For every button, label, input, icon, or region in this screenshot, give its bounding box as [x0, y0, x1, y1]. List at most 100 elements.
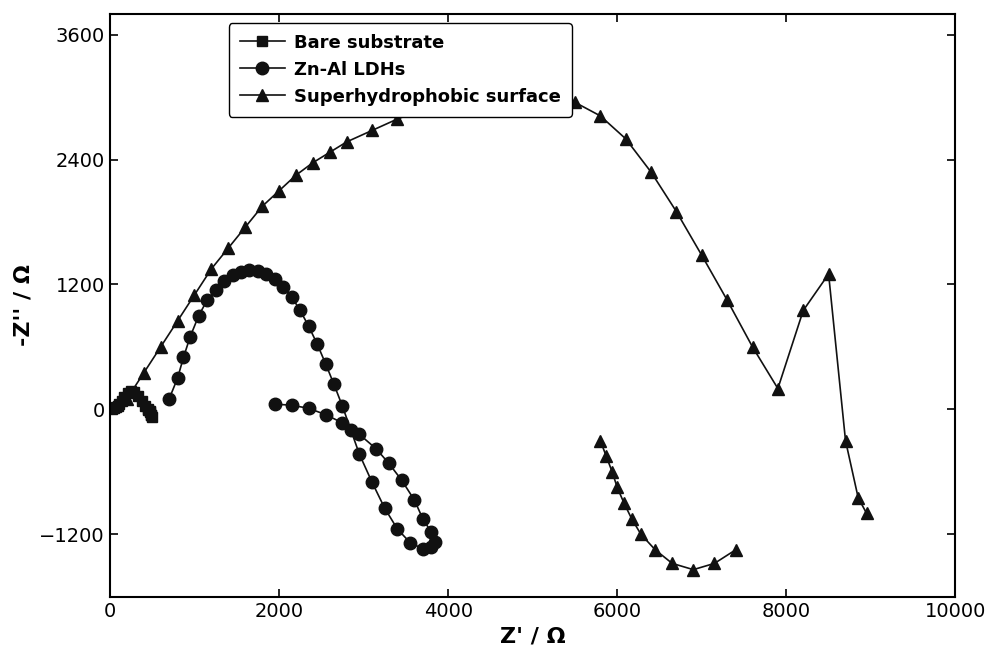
Superhydrophobic surface — [417, 106, 429, 114]
Zn-Al LDHs — [193, 312, 205, 319]
Zn-Al LDHs — [425, 543, 437, 550]
Zn-Al LDHs — [345, 426, 357, 434]
Bare substrate — [142, 406, 154, 414]
Superhydrophobic surface — [121, 395, 133, 403]
Zn-Al LDHs — [277, 282, 289, 290]
Zn-Al LDHs — [252, 267, 264, 275]
Zn-Al LDHs — [320, 360, 332, 368]
Zn-Al LDHs — [353, 450, 365, 458]
Superhydrophobic surface — [721, 296, 733, 304]
Bare substrate — [144, 407, 156, 415]
Bare substrate — [122, 389, 134, 397]
Zn-Al LDHs — [177, 353, 189, 361]
Superhydrophobic surface — [840, 437, 852, 445]
Bare substrate — [145, 411, 157, 418]
Zn-Al LDHs — [243, 266, 255, 274]
Superhydrophobic surface — [366, 127, 378, 135]
Superhydrophobic surface — [696, 251, 708, 259]
Superhydrophobic surface — [620, 135, 632, 143]
Superhydrophobic surface — [442, 96, 454, 104]
Superhydrophobic surface — [467, 91, 479, 99]
Line: Superhydrophobic surface: Superhydrophobic surface — [121, 86, 873, 519]
Zn-Al LDHs — [429, 538, 441, 546]
Y-axis label: -Z'' / Ω: -Z'' / Ω — [14, 265, 34, 346]
Superhydrophobic surface — [256, 203, 268, 211]
Superhydrophobic surface — [341, 138, 353, 146]
Zn-Al LDHs — [294, 306, 306, 314]
Zn-Al LDHs — [235, 268, 247, 276]
Zn-Al LDHs — [311, 340, 323, 348]
Superhydrophobic surface — [645, 168, 657, 176]
Zn-Al LDHs — [417, 515, 429, 523]
Zn-Al LDHs — [227, 271, 239, 279]
Zn-Al LDHs — [353, 430, 365, 438]
Zn-Al LDHs — [417, 545, 429, 553]
Bare substrate — [112, 402, 124, 410]
Superhydrophobic surface — [594, 112, 606, 120]
Bare substrate — [113, 400, 125, 408]
Superhydrophobic surface — [324, 148, 336, 156]
Zn-Al LDHs — [366, 478, 378, 486]
Superhydrophobic surface — [747, 343, 759, 351]
Bare substrate — [116, 397, 128, 405]
Superhydrophobic surface — [670, 208, 682, 216]
Superhydrophobic surface — [518, 88, 530, 96]
Zn-Al LDHs — [210, 286, 222, 294]
Zn-Al LDHs — [328, 380, 340, 388]
Zn-Al LDHs — [336, 419, 348, 427]
Zn-Al LDHs — [370, 445, 382, 453]
Superhydrophobic surface — [797, 306, 809, 314]
Superhydrophobic surface — [391, 115, 403, 123]
Superhydrophobic surface — [493, 88, 505, 96]
Superhydrophobic surface — [544, 91, 556, 99]
Bare substrate — [118, 393, 130, 401]
Bare substrate — [125, 387, 137, 395]
Legend: Bare substrate, Zn-Al LDHs, Superhydrophobic surface: Bare substrate, Zn-Al LDHs, Superhydroph… — [229, 23, 572, 117]
Zn-Al LDHs — [336, 403, 348, 411]
Superhydrophobic surface — [205, 265, 217, 273]
Zn-Al LDHs — [425, 528, 437, 536]
Zn-Al LDHs — [383, 459, 395, 467]
Zn-Al LDHs — [269, 275, 281, 283]
Zn-Al LDHs — [201, 296, 213, 304]
Zn-Al LDHs — [404, 539, 416, 546]
Bare substrate — [110, 403, 122, 411]
Superhydrophobic surface — [138, 369, 150, 377]
Bare substrate — [145, 411, 157, 419]
Bare substrate — [132, 392, 144, 400]
Zn-Al LDHs — [172, 374, 184, 382]
Superhydrophobic surface — [155, 343, 167, 351]
Bare substrate — [139, 403, 151, 411]
Zn-Al LDHs — [303, 405, 315, 412]
Zn-Al LDHs — [408, 496, 420, 504]
Zn-Al LDHs — [286, 293, 298, 301]
X-axis label: Z' / Ω: Z' / Ω — [500, 626, 565, 646]
Superhydrophobic surface — [239, 223, 251, 231]
Zn-Al LDHs — [303, 322, 315, 330]
Line: Bare substrate: Bare substrate — [108, 385, 157, 422]
Bare substrate — [142, 405, 154, 412]
Zn-Al LDHs — [218, 277, 230, 285]
Superhydrophobic surface — [861, 510, 873, 517]
Zn-Al LDHs — [396, 476, 408, 484]
Zn-Al LDHs — [286, 401, 298, 409]
Zn-Al LDHs — [320, 411, 332, 418]
Superhydrophobic surface — [172, 317, 184, 325]
Bare substrate — [144, 409, 156, 416]
Superhydrophobic surface — [273, 187, 285, 195]
Superhydrophobic surface — [188, 291, 200, 299]
Superhydrophobic surface — [852, 494, 864, 502]
Zn-Al LDHs — [260, 270, 272, 278]
Superhydrophobic surface — [569, 98, 581, 106]
Bare substrate — [146, 412, 158, 420]
Zn-Al LDHs — [391, 525, 403, 533]
Line: Zn-Al LDHs: Zn-Al LDHs — [163, 263, 442, 555]
Zn-Al LDHs — [184, 333, 196, 341]
Superhydrophobic surface — [772, 385, 784, 393]
Superhydrophobic surface — [307, 159, 319, 167]
Zn-Al LDHs — [163, 395, 175, 403]
Superhydrophobic surface — [290, 171, 302, 179]
Superhydrophobic surface — [222, 244, 234, 252]
Bare substrate — [136, 397, 148, 405]
Superhydrophobic surface — [823, 270, 835, 278]
